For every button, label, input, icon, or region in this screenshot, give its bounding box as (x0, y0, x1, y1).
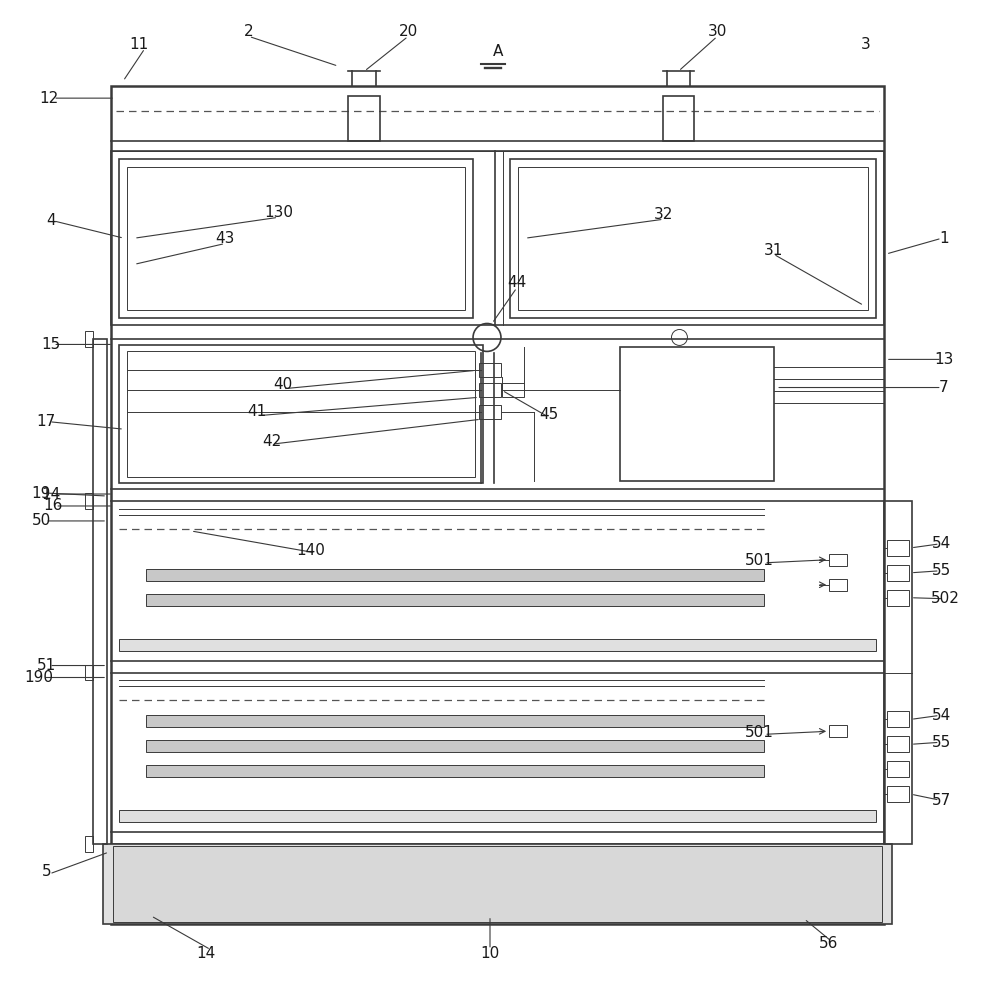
Text: 7: 7 (939, 380, 949, 395)
Text: 130: 130 (264, 205, 293, 220)
Bar (479, 363, 501, 377)
Text: 41: 41 (248, 404, 267, 419)
Bar (146, 765, 764, 777)
Text: 42: 42 (262, 434, 282, 449)
Text: 30: 30 (707, 24, 727, 39)
Text: 501: 501 (745, 725, 774, 740)
Text: 16: 16 (43, 498, 63, 513)
Bar (887, 711, 908, 727)
Text: 45: 45 (540, 407, 558, 422)
Text: 1: 1 (939, 231, 949, 246)
Bar (829, 725, 847, 737)
Bar (113, 846, 882, 922)
Text: 11: 11 (129, 37, 149, 52)
Text: 56: 56 (819, 936, 839, 951)
Bar (119, 639, 876, 651)
Bar (93, 339, 107, 844)
Bar (146, 594, 764, 606)
Text: 50: 50 (31, 513, 51, 528)
Bar (662, 96, 695, 141)
Text: 140: 140 (296, 543, 325, 558)
Bar (127, 351, 475, 477)
Text: 54: 54 (932, 536, 952, 551)
Bar (620, 347, 774, 481)
Text: 5: 5 (41, 864, 51, 879)
Text: 2: 2 (244, 24, 253, 39)
Bar (85, 836, 93, 852)
Bar (146, 569, 764, 581)
Bar (103, 844, 892, 924)
Text: 17: 17 (36, 414, 56, 429)
Text: 40: 40 (274, 377, 292, 392)
Bar (127, 167, 465, 310)
Bar (479, 383, 501, 397)
Bar (510, 159, 876, 318)
Text: 44: 44 (507, 275, 527, 290)
Text: A: A (492, 44, 503, 59)
Text: 20: 20 (398, 24, 418, 39)
Text: 43: 43 (216, 231, 234, 246)
Bar (887, 540, 908, 556)
Bar (119, 159, 473, 318)
Text: 502: 502 (931, 591, 960, 606)
Text: 190: 190 (25, 670, 54, 685)
Text: 13: 13 (934, 352, 954, 367)
Bar (829, 579, 847, 591)
Text: 19: 19 (31, 486, 51, 501)
Bar (85, 665, 93, 680)
Text: 3: 3 (861, 37, 871, 52)
Bar (502, 383, 524, 397)
Bar (111, 151, 884, 325)
Text: 51: 51 (36, 658, 56, 673)
Bar (829, 554, 847, 566)
Bar (146, 715, 764, 727)
Text: 12: 12 (39, 91, 59, 106)
Text: 55: 55 (932, 563, 952, 578)
Text: 31: 31 (764, 243, 783, 258)
Text: 57: 57 (932, 793, 952, 808)
Text: 15: 15 (41, 337, 61, 352)
Text: 14: 14 (41, 487, 61, 502)
Bar (884, 501, 911, 844)
Text: 501: 501 (745, 553, 774, 568)
Bar (479, 405, 501, 419)
Bar (119, 345, 483, 483)
Text: 55: 55 (932, 735, 952, 750)
Text: 32: 32 (654, 207, 673, 222)
Bar (887, 565, 908, 581)
Bar (146, 740, 764, 752)
Bar (887, 761, 908, 777)
Bar (518, 167, 868, 310)
Bar (887, 590, 908, 606)
Bar (887, 786, 908, 802)
Text: 10: 10 (481, 946, 499, 961)
Bar (111, 86, 884, 924)
Text: 14: 14 (196, 946, 216, 961)
Bar (85, 331, 93, 347)
Text: 4: 4 (46, 213, 56, 228)
Text: 54: 54 (932, 708, 952, 723)
Bar (119, 810, 876, 822)
Bar (348, 96, 381, 141)
Bar (85, 493, 93, 509)
Bar (887, 736, 908, 752)
